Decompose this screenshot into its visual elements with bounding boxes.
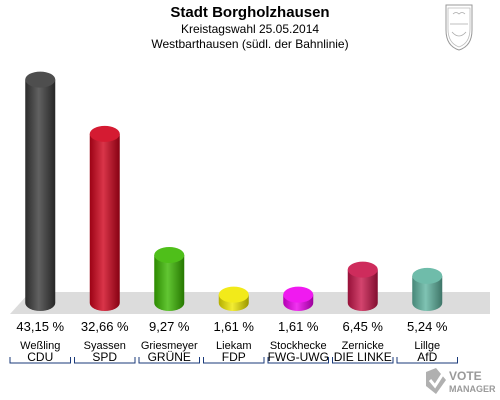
vote-manager-logo: VOTE MANAGER — [426, 368, 496, 394]
bar-body — [347, 269, 378, 311]
value-label: 6,45 % — [343, 319, 384, 334]
ballot-check-icon — [426, 368, 446, 394]
chart-subtitle: Kreistagswahl 25.05.2014 — [180, 22, 320, 36]
bar-die-linke — [347, 261, 378, 311]
party-label: DIE LINKE — [334, 350, 392, 364]
coat-of-arms-icon — [445, 4, 473, 51]
category-bracket — [203, 357, 265, 364]
candidate-label: Liekam — [216, 340, 251, 352]
category-bracket — [332, 357, 394, 364]
bar-cap — [25, 71, 56, 88]
bar-body — [25, 79, 56, 311]
bar-cap — [412, 267, 443, 284]
chart-title: Stadt Borgholzhausen — [170, 4, 330, 21]
category-bracket — [267, 357, 329, 364]
bar-cap — [89, 125, 120, 142]
category-bracket — [74, 357, 136, 364]
bar-fdp — [218, 286, 249, 311]
candidate-label: Weßling — [20, 340, 60, 352]
bar-body — [89, 133, 120, 311]
candidate-label: Griesmeyer — [141, 340, 198, 352]
candidate-label: Syassen — [84, 340, 126, 352]
value-label: 9,27 % — [149, 319, 190, 334]
logo-text-vote: VOTE — [449, 369, 482, 383]
bar-cap — [347, 261, 378, 278]
category-bracket — [9, 357, 71, 364]
category-bracket — [138, 357, 200, 364]
value-label: 43,15 % — [16, 319, 64, 334]
bars-layer — [25, 71, 443, 311]
bar-spd — [89, 125, 120, 311]
party-label: FDP — [222, 350, 246, 364]
chart-subtitle-district: Westbarthausen (südl. der Bahnlinie) — [151, 37, 349, 51]
value-label: 5,24 % — [407, 319, 448, 334]
candidate-label: Lillge — [414, 340, 440, 352]
bar-cap — [154, 247, 185, 264]
bar-fwg-uwg — [283, 286, 314, 311]
party-label: CDU — [27, 350, 53, 364]
bar-cdu — [25, 71, 56, 311]
candidate-label: Stockhecke — [270, 340, 327, 352]
party-label: AfD — [417, 350, 437, 364]
candidate-label: Zernicke — [342, 340, 384, 352]
bar-afd — [412, 267, 443, 311]
bar-body — [412, 275, 443, 311]
party-label: GRÜNE — [148, 350, 191, 364]
category-bracket — [396, 357, 458, 364]
bar-gr-ne — [154, 247, 185, 311]
bar-cap — [218, 286, 249, 303]
party-label: SPD — [92, 350, 117, 364]
party-label: FWG-UWG — [268, 350, 329, 364]
bar-cap — [283, 286, 314, 303]
logo-text-manager: MANAGER — [449, 384, 496, 394]
value-label: 32,66 % — [81, 319, 129, 334]
value-label: 1,61 % — [278, 319, 319, 334]
value-label: 1,61 % — [214, 319, 255, 334]
bar-body — [154, 255, 185, 311]
